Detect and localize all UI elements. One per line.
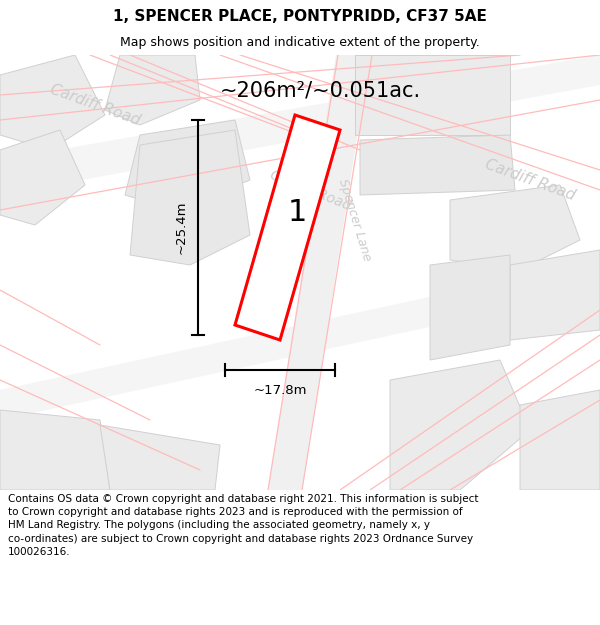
Polygon shape <box>510 250 600 340</box>
Polygon shape <box>0 260 600 420</box>
Text: Cardiff Road: Cardiff Road <box>483 157 577 203</box>
Polygon shape <box>100 425 220 490</box>
Text: Cardiff Road: Cardiff Road <box>268 168 353 212</box>
Text: Cardiff Road: Cardiff Road <box>48 82 142 128</box>
Polygon shape <box>0 55 105 150</box>
Polygon shape <box>450 185 580 270</box>
Polygon shape <box>105 55 200 125</box>
Polygon shape <box>235 115 340 340</box>
Polygon shape <box>0 410 110 490</box>
Polygon shape <box>0 130 85 225</box>
Polygon shape <box>430 255 510 360</box>
Text: ~25.4m: ~25.4m <box>175 201 188 254</box>
Polygon shape <box>520 390 600 490</box>
Polygon shape <box>0 55 600 195</box>
Text: ~17.8m: ~17.8m <box>253 384 307 397</box>
Text: 1: 1 <box>288 198 307 227</box>
Polygon shape <box>390 360 530 490</box>
Polygon shape <box>355 55 510 135</box>
Polygon shape <box>130 130 250 265</box>
Text: ~206m²/~0.051ac.: ~206m²/~0.051ac. <box>220 80 421 100</box>
Polygon shape <box>360 135 515 195</box>
Polygon shape <box>268 55 370 490</box>
Text: Contains OS data © Crown copyright and database right 2021. This information is : Contains OS data © Crown copyright and d… <box>8 494 478 557</box>
Polygon shape <box>125 120 250 210</box>
Text: 1, SPENCER PLACE, PONTYPRIDD, CF37 5AE: 1, SPENCER PLACE, PONTYPRIDD, CF37 5AE <box>113 9 487 24</box>
Text: Map shows position and indicative extent of the property.: Map shows position and indicative extent… <box>120 36 480 49</box>
Text: Spencer Lane: Spencer Lane <box>337 177 374 262</box>
